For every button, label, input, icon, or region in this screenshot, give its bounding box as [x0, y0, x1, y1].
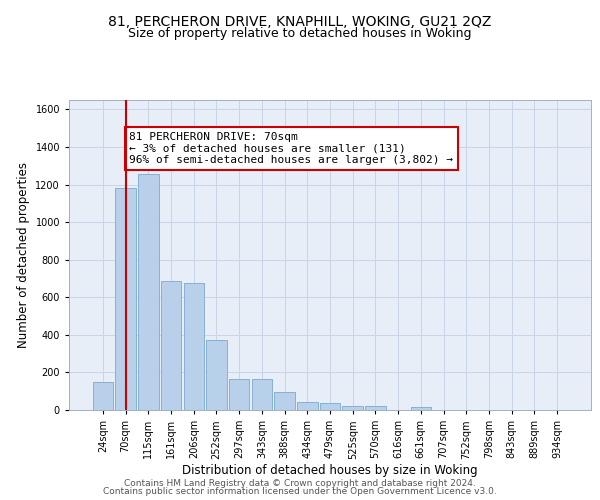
- Bar: [229, 379, 250, 410]
- Bar: [365, 406, 386, 410]
- Bar: [297, 402, 317, 410]
- Bar: [115, 188, 136, 410]
- Bar: [410, 408, 431, 410]
- Bar: [206, 340, 227, 410]
- Text: Contains public sector information licensed under the Open Government Licence v3: Contains public sector information licen…: [103, 487, 497, 496]
- X-axis label: Distribution of detached houses by size in Woking: Distribution of detached houses by size …: [182, 464, 478, 477]
- Y-axis label: Number of detached properties: Number of detached properties: [17, 162, 30, 348]
- Bar: [184, 282, 204, 410]
- Text: Contains HM Land Registry data © Crown copyright and database right 2024.: Contains HM Land Registry data © Crown c…: [124, 478, 476, 488]
- Bar: [274, 392, 295, 410]
- Bar: [320, 403, 340, 410]
- Text: Size of property relative to detached houses in Woking: Size of property relative to detached ho…: [128, 28, 472, 40]
- Bar: [138, 174, 158, 410]
- Bar: [161, 280, 181, 410]
- Bar: [343, 406, 363, 410]
- Bar: [93, 382, 113, 410]
- Bar: [251, 379, 272, 410]
- Text: 81 PERCHERON DRIVE: 70sqm
← 3% of detached houses are smaller (131)
96% of semi-: 81 PERCHERON DRIVE: 70sqm ← 3% of detach…: [129, 132, 453, 165]
- Text: 81, PERCHERON DRIVE, KNAPHILL, WOKING, GU21 2QZ: 81, PERCHERON DRIVE, KNAPHILL, WOKING, G…: [109, 15, 491, 29]
